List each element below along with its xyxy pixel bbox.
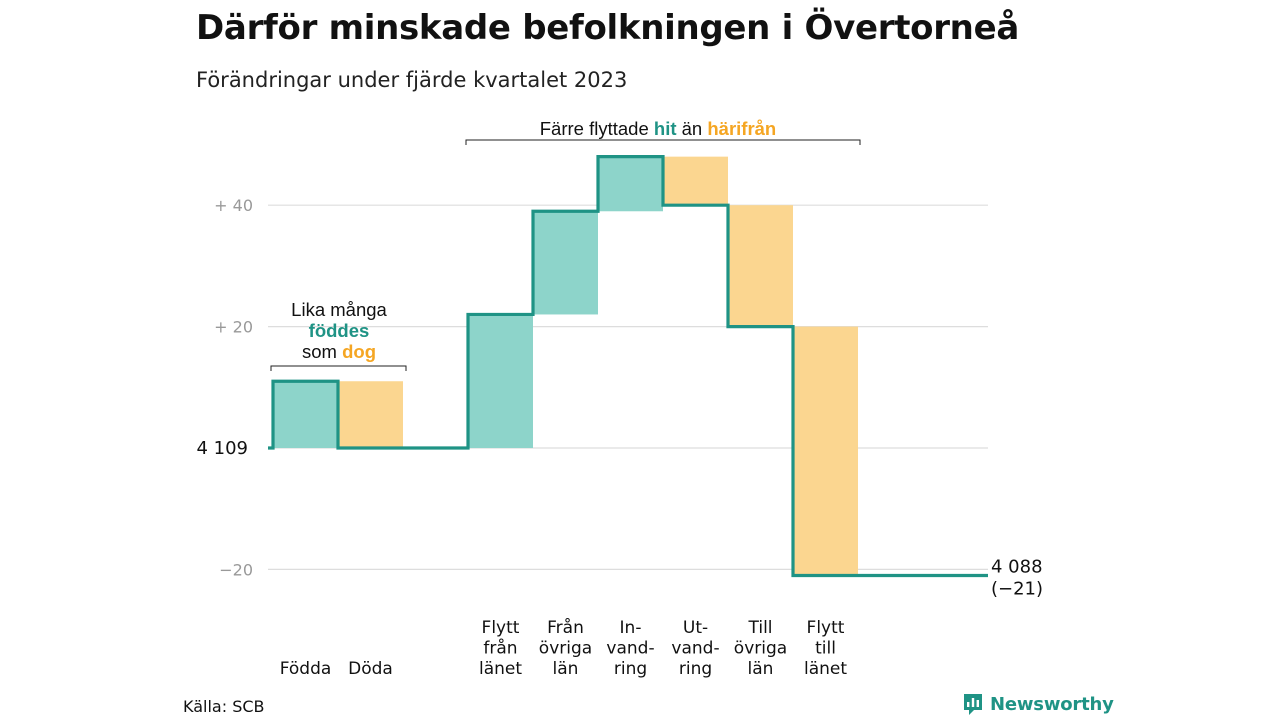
category-label: vand- (606, 639, 654, 659)
waterfall-bar (728, 205, 793, 327)
brand-logo: Newsworthy (962, 692, 1114, 716)
waterfall-bar (793, 326, 858, 576)
category-label: ring (614, 659, 647, 679)
category-label: Födda (280, 659, 332, 679)
category-label: övriga (734, 639, 787, 659)
annotation-text: som dog (302, 341, 376, 362)
category-label: Flytt (807, 618, 845, 638)
waterfall-bar (468, 314, 533, 448)
brand-name: Newsworthy (990, 693, 1114, 715)
bar-chart-logo-icon (964, 694, 982, 715)
category-label: Från (547, 617, 584, 638)
category-label: Flytt (482, 618, 520, 638)
cumulative-step-line (268, 155, 988, 578)
annotation-bracket (270, 365, 407, 371)
y-tick-label: −20 (219, 560, 253, 579)
annotation-segment: som (302, 341, 342, 362)
chart-title: Därför minskade befolkningen i Övertorne… (196, 8, 1019, 48)
end-value-label: 4 088 (991, 556, 1043, 577)
waterfall-bar (598, 156, 663, 212)
category-label: län (553, 659, 579, 679)
category-label: länet (479, 659, 522, 679)
category-label: till (815, 639, 836, 659)
waterfall-bar (533, 211, 598, 315)
annotation-segment: hit (654, 118, 677, 139)
category-label: Till (747, 618, 772, 638)
category-label: vand- (671, 639, 719, 659)
annotation-bracket (465, 139, 861, 145)
y-tick-label: + 40 (214, 196, 253, 215)
annotation-text: Färre flyttade hit än härifrån (540, 118, 777, 139)
category-label: In- (620, 618, 642, 638)
annotation-segment: härifrån (707, 118, 776, 139)
category-label: ring (679, 659, 712, 679)
annotation-segment: Lika många (291, 299, 387, 320)
waterfall-bar (663, 156, 728, 206)
chart-subtitle: Förändringar under fjärde kvartalet 2023 (196, 68, 628, 92)
annotation-segment: dog (342, 341, 376, 362)
category-label: län (748, 659, 774, 679)
annotation-segment: Färre flyttade (540, 118, 654, 139)
waterfall-bar (273, 381, 338, 448)
category-label: från (483, 638, 517, 659)
annotation-segment: föddes (309, 320, 370, 341)
annotation-text: Lika många (291, 299, 387, 320)
source-note: Källa: SCB (183, 697, 265, 716)
waterfall-bar (338, 381, 403, 448)
category-label: länet (804, 659, 847, 679)
end-change-label: (−21) (991, 578, 1043, 599)
category-label: Döda (348, 659, 393, 679)
category-label: övriga (539, 639, 592, 659)
category-label: Ut- (683, 618, 708, 638)
annotation-segment: än (677, 118, 708, 139)
y-tick-label: + 20 (214, 318, 253, 337)
start-value-label: 4 109 (196, 438, 248, 459)
annotation-text: föddes (309, 320, 370, 341)
